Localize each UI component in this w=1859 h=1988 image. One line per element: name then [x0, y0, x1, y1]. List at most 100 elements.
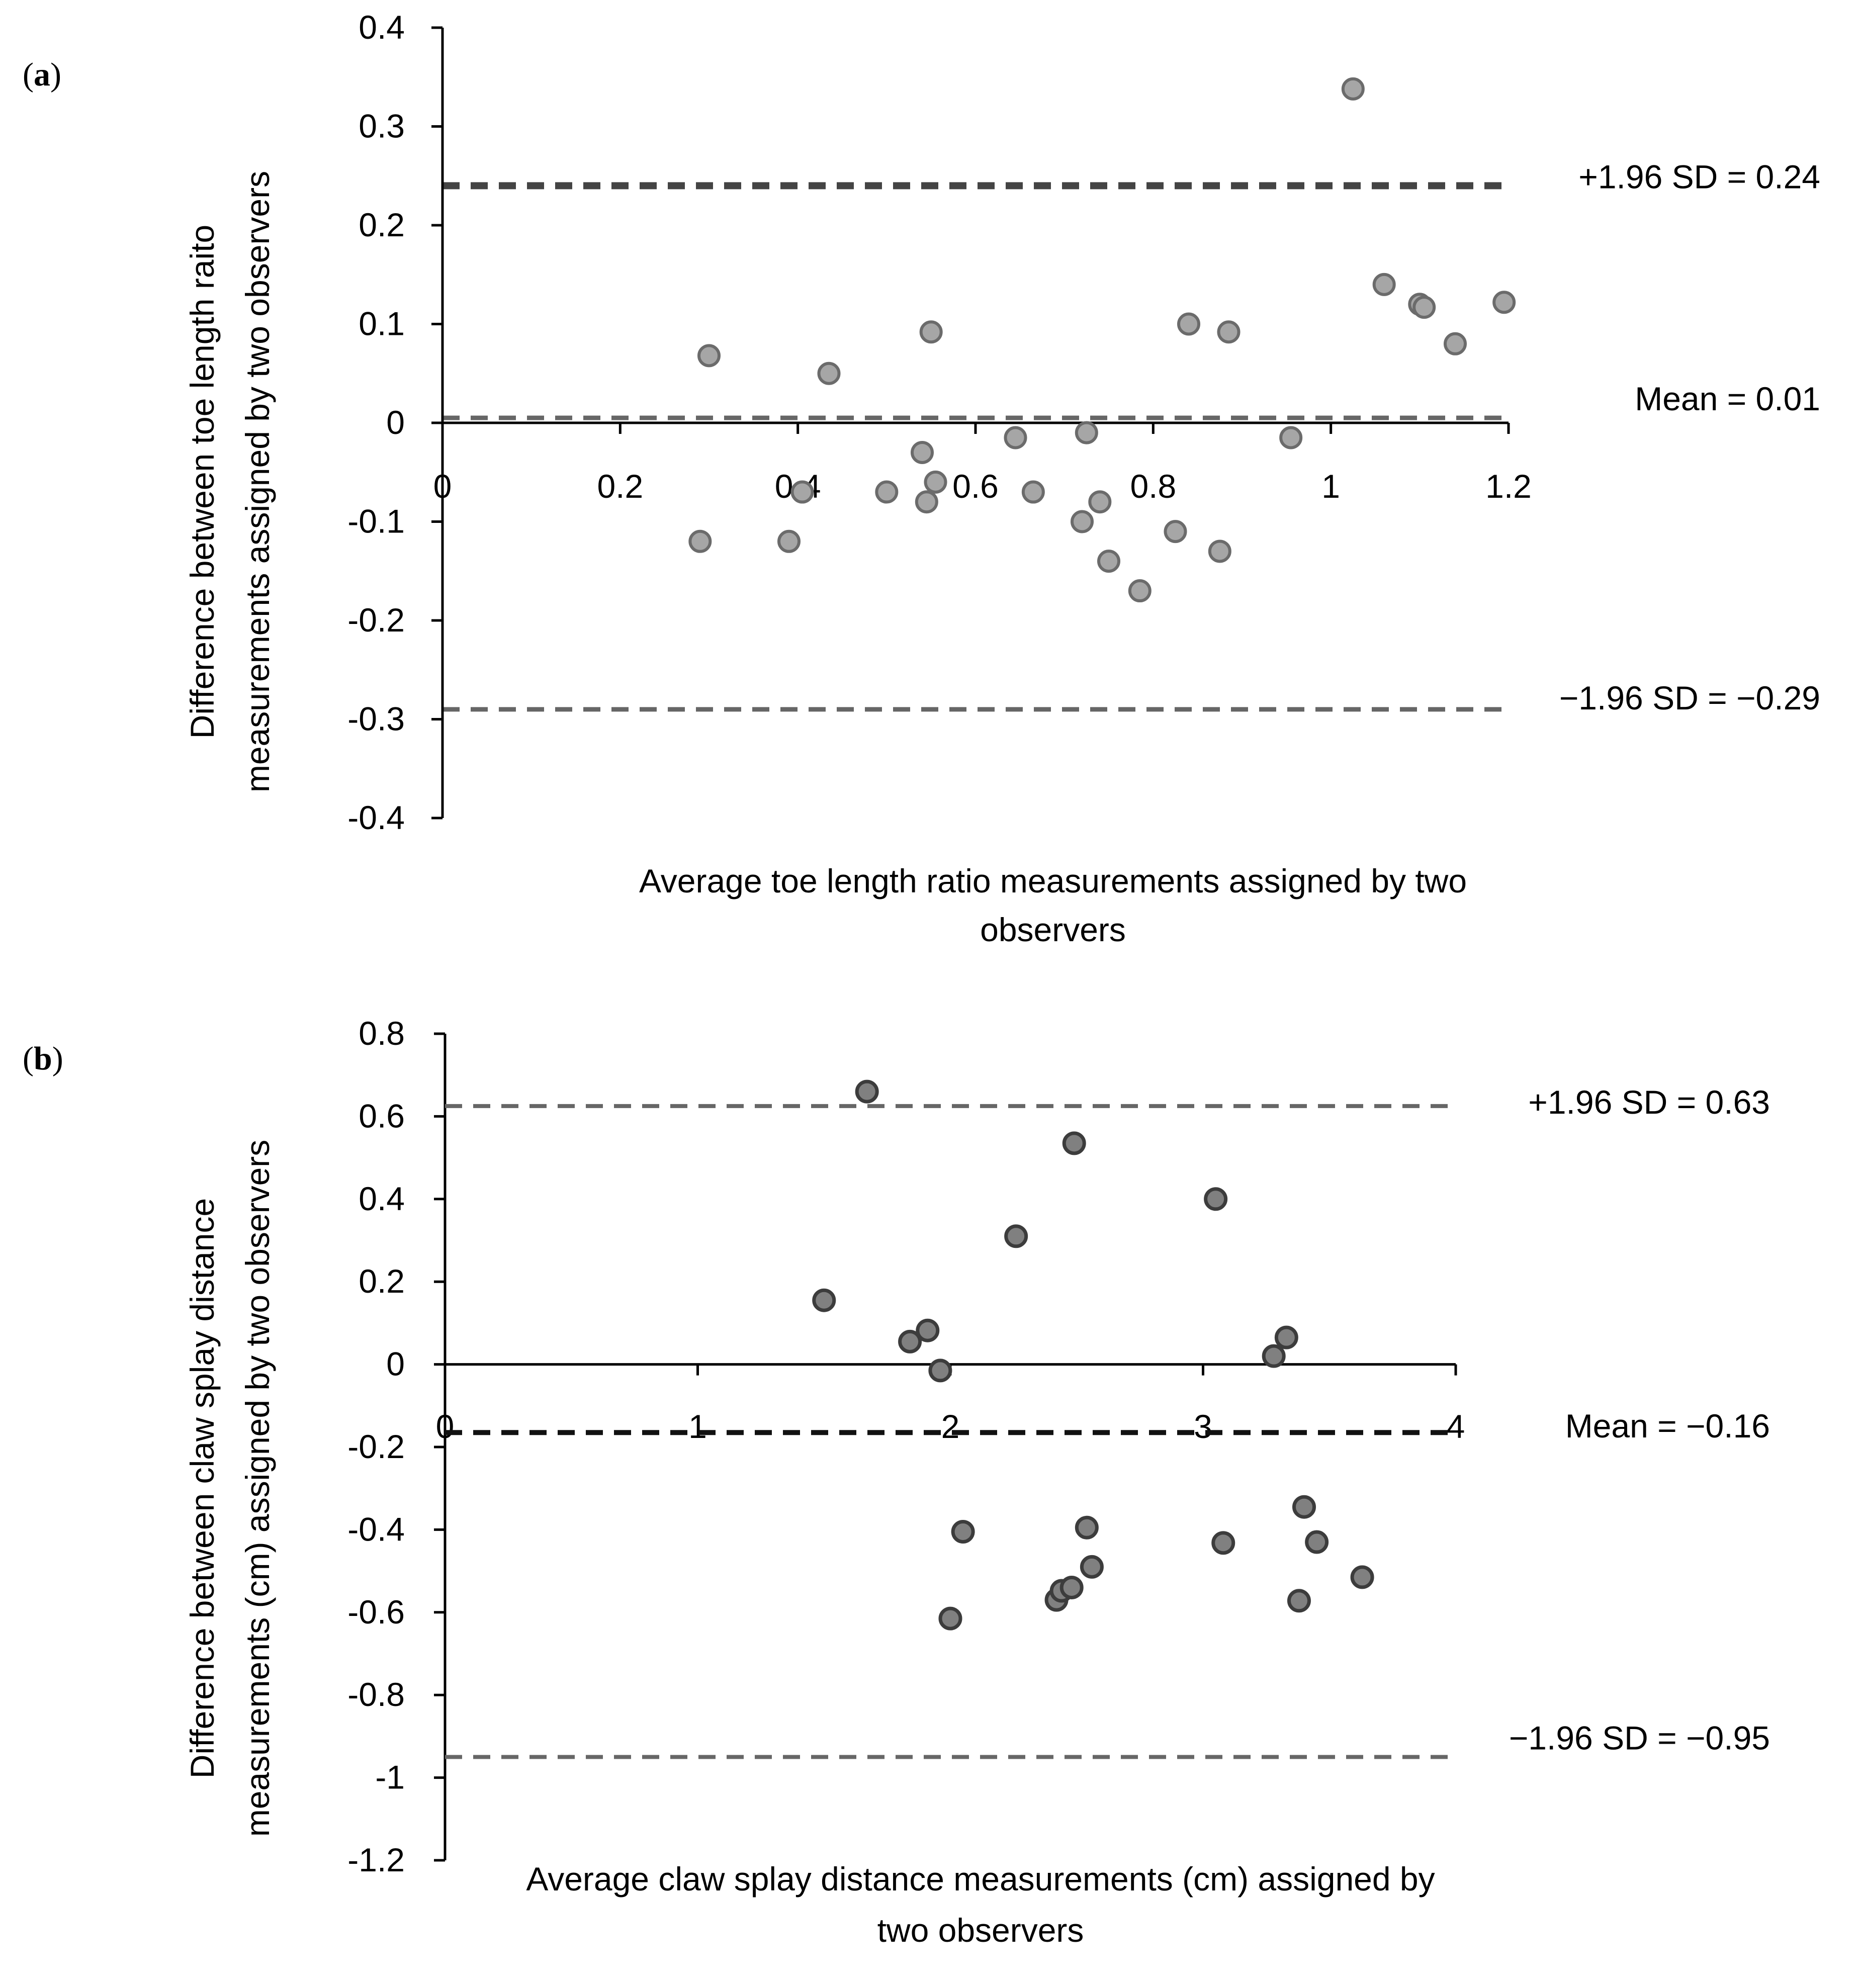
panel-a-y-tick-label: -0.4 — [347, 799, 405, 836]
panel-a-data-point — [1097, 550, 1120, 573]
panel-b-x-title-line-1: Average claw splay distance measurements… — [526, 1860, 1435, 1897]
panel-b-x-tick-label: 3 — [1194, 1408, 1212, 1445]
panel-b-mean-label: Mean = −0.16 — [1565, 1407, 1770, 1444]
panel-b-y-tick-label: 0 — [386, 1345, 405, 1383]
panel-b-data-point — [928, 1359, 952, 1383]
panel-a-data-point — [1217, 320, 1241, 344]
panel-a-data-point — [1021, 480, 1045, 504]
panel-b-label: (b) — [23, 1040, 63, 1077]
panel-b-y-tick-label: 0.2 — [359, 1262, 405, 1300]
panel-a-y-tick-label: 0.2 — [359, 206, 405, 243]
panel-b-data-point — [812, 1288, 836, 1312]
panel-a-reference-lines: +1.96 SD = 0.24 Mean = 0.01 −1.96 SD = −0.… — [442, 158, 1820, 716]
panel-b-data-point — [1287, 1589, 1311, 1613]
panel-b-x-tick-label: 1 — [688, 1408, 707, 1445]
panel-a-upper-limit-label: +1.96 SD = 0.24 — [1578, 158, 1820, 195]
panel-a: (a) Difference between toe length raito … — [23, 9, 1820, 948]
panel-b-y-tick-label: -1 — [375, 1759, 405, 1796]
panel-b-data-point — [1204, 1187, 1228, 1211]
panel-a-data-point — [1412, 296, 1436, 319]
panel-b-data-point — [1004, 1224, 1028, 1248]
panel-a-y-tick-label: 0 — [386, 404, 405, 441]
panel-b-data-point — [951, 1520, 975, 1544]
panel-b-y-tick-label: -0.4 — [347, 1510, 405, 1548]
panel-b-y-tick-label: -1.2 — [347, 1841, 405, 1878]
panel-b-y-tick-label: 0.4 — [359, 1180, 405, 1217]
panel-a-data-point — [817, 362, 841, 385]
panel-a-data-point — [1177, 312, 1200, 336]
panel-a-x-tick-label: 0.6 — [952, 468, 999, 505]
panel-a-y-title-line-2: measurements assigned by two observers — [239, 171, 276, 792]
panel-b-data-point — [1075, 1515, 1099, 1540]
panel-a-data-point — [1075, 421, 1098, 444]
panel-a-y-tick-label: 0.1 — [359, 305, 405, 342]
panel-b-data-point — [898, 1329, 922, 1353]
panel-b-points — [812, 1079, 1374, 1631]
panel-b-open-paren: ( — [23, 1040, 34, 1077]
panel-b-y-tick-label: -0.2 — [347, 1428, 405, 1465]
panel-b-data-point — [938, 1606, 962, 1631]
panel-a-label: (a) — [23, 56, 61, 93]
panel-b-x-tick-label: 2 — [941, 1408, 960, 1445]
panel-a-mean-label: Mean = 0.01 — [1635, 380, 1820, 417]
panel-b-data-point — [1062, 1131, 1086, 1155]
panel-b-y-title-line-1: Difference between claw splay distance — [184, 1198, 221, 1778]
panel-a-data-point — [1444, 332, 1467, 355]
panel-a-data-point — [1279, 426, 1303, 449]
panel-b-data-point — [1305, 1530, 1329, 1554]
panel-b-lower-limit-label: −1.96 SD = −0.95 — [1509, 1720, 1770, 1757]
panel-a-y-axis-title: Difference between toe length raito meas… — [184, 171, 276, 792]
panel-b-reference-lines: +1.96 SD = 0.63 Mean = −0.16 −1.96 SD = −0… — [445, 1083, 1770, 1759]
panel-a-y-tick-label: -0.3 — [347, 700, 405, 738]
panel-b-x-title-line-2: two observers — [877, 1912, 1084, 1949]
panel-b-y-tick-label: -0.8 — [347, 1676, 405, 1713]
panel-b-data-point — [855, 1079, 879, 1104]
panel-b-data-point — [1292, 1495, 1316, 1519]
panel-a-data-point — [1208, 539, 1231, 563]
panel-a-letter: a — [34, 56, 50, 93]
panel-a-x-tick-label: 0 — [433, 468, 452, 505]
panel-a-data-point — [875, 480, 899, 504]
panel-a-x-tick-label: 1.2 — [1485, 468, 1532, 505]
panel-a-axes: 0.40.30.20.10-0.1-0.2-0.3-0.400.20.40.60… — [347, 9, 1532, 836]
panel-b-data-point — [1059, 1575, 1084, 1599]
panel-a-data-point — [1088, 490, 1112, 514]
panel-a-y-tick-label: 0.3 — [359, 108, 405, 145]
panel-b-upper-limit-label: +1.96 SD = 0.63 — [1528, 1083, 1770, 1121]
panel-a-x-tick-label: 0.8 — [1130, 468, 1176, 505]
panel-b-y-tick-label: -0.6 — [347, 1593, 405, 1631]
panel-b-letter: b — [34, 1040, 52, 1077]
panel-a-data-point — [924, 470, 947, 494]
panel-b-y-tick-label: 0.6 — [359, 1097, 405, 1134]
panel-a-data-point — [688, 529, 712, 553]
panel-b-y-axis-title: Difference between claw splay distance m… — [184, 1140, 276, 1837]
panel-a-data-point — [777, 529, 801, 553]
panel-a-lower-limit-label: −1.96 SD = −0.29 — [1559, 679, 1820, 716]
panel-a-data-point — [1004, 426, 1027, 449]
panel-a-data-point — [919, 320, 943, 344]
panel-a-x-tick-label: 0.2 — [597, 468, 643, 505]
panel-a-data-point — [915, 490, 938, 514]
panel-a-y-tick-label: -0.2 — [347, 601, 405, 639]
panel-a-data-point — [1372, 273, 1396, 296]
panel-b-x-tick-label: 4 — [1447, 1408, 1465, 1445]
panel-a-y-tick-label: 0.4 — [359, 9, 405, 46]
panel-b-data-point — [916, 1318, 940, 1342]
panel-b-axes: 0.8 0.6 0.4 0.2 0 -0.2 -0.4 -0.6 -0.8 -1 -1.2 0 1 2 3 4 — [347, 1015, 1465, 1878]
panel-a-open-paren: ( — [23, 56, 34, 93]
panel-a-data-point — [697, 344, 721, 368]
panel-b-data-point — [1211, 1531, 1235, 1555]
panel-b-close-paren: ) — [52, 1040, 63, 1077]
panel-b-y-title-line-2: measurements (cm) assigned by two observ… — [239, 1140, 276, 1837]
panel-a-x-tick-label: 1 — [1321, 468, 1340, 505]
panel-a-data-point — [1492, 291, 1516, 314]
panel-a-y-tick-label: -0.1 — [347, 503, 405, 540]
panel-a-data-point — [1164, 520, 1187, 544]
panel-b: (b) Difference between claw splay distan… — [23, 1015, 1770, 1949]
panel-b-x-tick-label: 0 — [436, 1408, 455, 1445]
panel-a-x-title-line-1: Average toe length ratio measurements as… — [639, 862, 1467, 899]
panel-a-points — [688, 77, 1516, 603]
panel-a-close-paren: ) — [50, 56, 61, 93]
